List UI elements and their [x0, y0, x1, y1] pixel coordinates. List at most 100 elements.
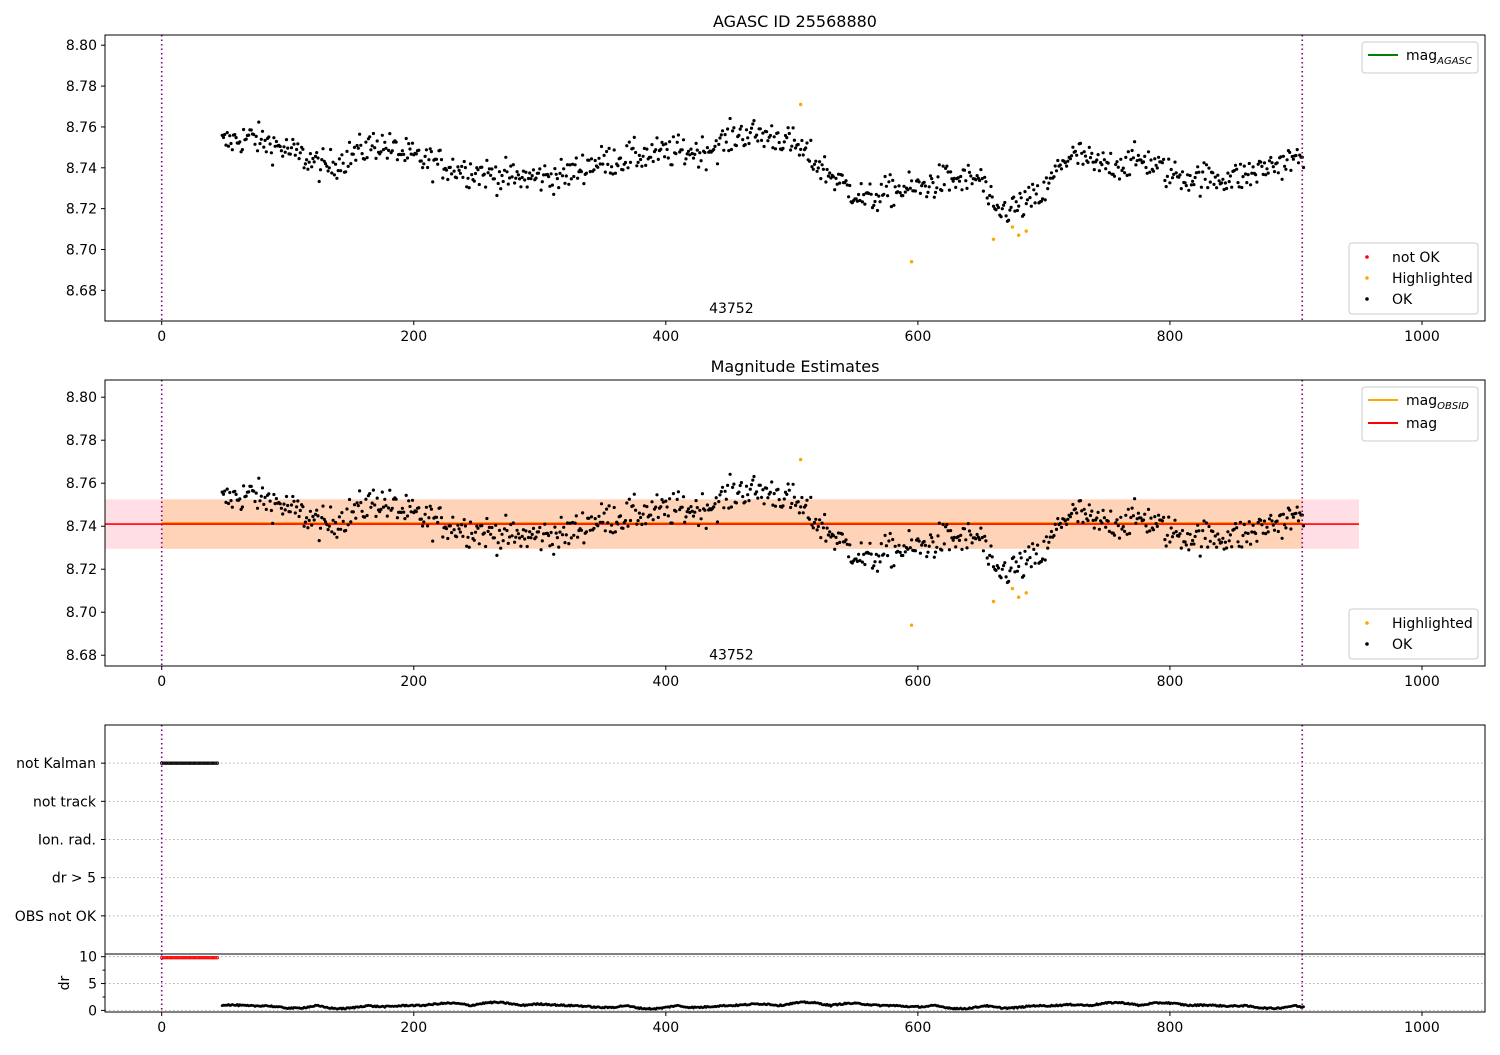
ok-point	[1086, 160, 1090, 164]
ok-point	[262, 145, 266, 149]
ok-point	[480, 165, 484, 169]
ok-point	[282, 145, 286, 149]
ok-point	[306, 526, 310, 530]
ok-point	[260, 129, 265, 133]
ok-point	[729, 147, 734, 152]
ok-point	[255, 149, 260, 153]
flag-point	[215, 761, 220, 765]
ok-point	[879, 182, 883, 186]
ok-point	[640, 164, 644, 168]
ok-point	[1068, 157, 1072, 161]
ok-point	[234, 492, 238, 496]
legend-point-label-2: OK	[1392, 292, 1413, 308]
dr-clipped-point	[168, 955, 172, 960]
ok-point	[510, 534, 514, 538]
dr-clipped-point	[197, 955, 202, 960]
ok-point	[476, 168, 480, 172]
ok-point	[882, 192, 886, 196]
ok-point	[722, 148, 726, 152]
xtick-label-mag-estimates-3: 600	[905, 674, 932, 690]
ok-point	[743, 500, 747, 504]
ok-point	[518, 177, 522, 181]
flag-points-0	[159, 761, 220, 765]
ok-point	[1242, 164, 1246, 168]
ok-point	[891, 178, 895, 182]
ok-point	[1216, 173, 1220, 177]
ok-point	[1241, 533, 1245, 538]
ok-point	[1211, 529, 1215, 534]
ok-point	[1207, 524, 1211, 529]
ok-point	[346, 164, 350, 168]
ok-point	[281, 512, 285, 516]
ok-point	[492, 536, 496, 540]
ok-point	[1139, 158, 1143, 162]
ok-point	[518, 536, 522, 540]
ok-point	[1196, 523, 1200, 527]
ok-point	[824, 539, 828, 543]
ok-point	[240, 148, 244, 152]
ok-point	[554, 531, 558, 535]
xtick-label-dr-3: 600	[905, 1020, 932, 1036]
ok-point	[1290, 154, 1294, 159]
ok-point	[698, 151, 702, 155]
ytick-label-mag-estimates-0: 8.68	[66, 648, 97, 664]
ok-point	[989, 544, 993, 548]
flag-point	[171, 761, 175, 765]
ok-point	[507, 176, 512, 180]
ok-point	[365, 513, 369, 518]
ok-point	[1169, 526, 1173, 530]
ok-point	[555, 177, 560, 181]
ok-point	[507, 535, 512, 539]
ok-point	[1116, 524, 1120, 528]
ok-point	[680, 148, 684, 152]
ok-point	[877, 554, 881, 558]
flag-point	[204, 761, 208, 765]
dr-clipped-point	[192, 955, 197, 960]
ok-point	[1003, 200, 1007, 205]
ok-point	[781, 146, 785, 150]
ok-point	[292, 499, 296, 503]
ok-point	[855, 559, 860, 564]
ok-point	[426, 165, 430, 170]
ok-point	[253, 499, 257, 504]
ok-point	[318, 526, 323, 530]
ytick-label-agasc-1: 8.70	[66, 243, 97, 259]
ok-point	[1015, 569, 1020, 573]
ok-point	[946, 529, 950, 533]
ok-point	[254, 491, 258, 495]
legend-points-agasc	[1348, 242, 1479, 315]
ok-point	[1173, 160, 1177, 164]
dr-clipped-point	[176, 955, 180, 960]
ok-point	[1197, 529, 1201, 533]
ok-point	[605, 149, 609, 154]
ok-point	[634, 508, 638, 512]
ok-point	[500, 173, 504, 178]
ok-point	[749, 126, 754, 130]
ok-point	[717, 500, 721, 504]
ok-point	[539, 548, 543, 552]
ok-point	[664, 142, 668, 146]
ok-point	[388, 488, 392, 492]
ok-point	[809, 495, 813, 499]
ok-point	[729, 505, 734, 509]
ok-point	[1184, 543, 1188, 547]
ok-point	[799, 147, 803, 151]
ok-point	[579, 170, 584, 174]
flag-point	[163, 761, 167, 765]
ok-point	[697, 523, 701, 528]
ok-point	[790, 144, 794, 148]
ok-point	[1091, 160, 1095, 164]
ok-point	[302, 524, 306, 528]
ok-point	[816, 166, 820, 170]
ok-point	[521, 169, 526, 173]
ok-point	[335, 535, 339, 539]
ok-point	[896, 190, 900, 194]
ok-point	[1131, 156, 1135, 160]
ok-point	[496, 541, 500, 545]
ok-point	[1112, 174, 1117, 178]
ok-point	[726, 483, 730, 487]
ok-point	[1199, 185, 1203, 189]
ok-point	[862, 552, 866, 557]
ok-point	[1151, 528, 1156, 532]
ok-point	[698, 508, 702, 512]
